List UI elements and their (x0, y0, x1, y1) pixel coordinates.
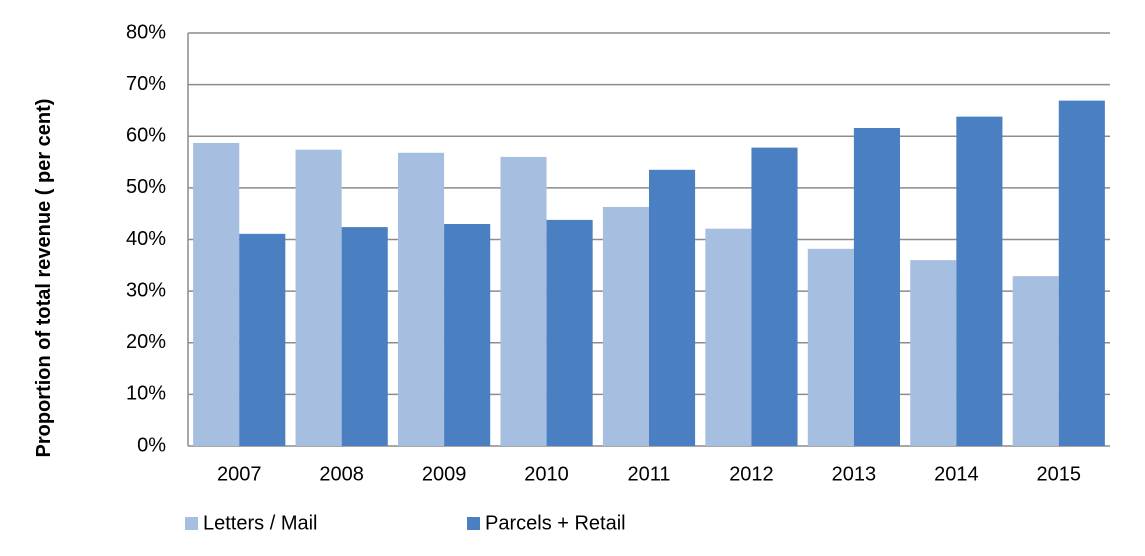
x-tick-label: 2015 (1037, 463, 1082, 485)
legend-label: Parcels + Retail (485, 512, 626, 534)
y-tick-label: 60% (126, 125, 166, 147)
x-tick-label: 2013 (832, 463, 877, 485)
bar (807, 248, 854, 446)
y-tick-label: 20% (126, 331, 166, 353)
y-tick-label: 80% (126, 21, 166, 43)
bar (910, 260, 957, 446)
bar (602, 206, 649, 446)
bar (1012, 276, 1059, 446)
bar (500, 156, 547, 446)
bar (341, 227, 388, 446)
bar (649, 169, 696, 446)
x-tick-label: 2014 (934, 463, 979, 485)
y-tick-label: 0% (137, 434, 166, 456)
x-tick-label: 2009 (422, 463, 467, 485)
bar (751, 147, 798, 447)
bar (193, 142, 240, 446)
bar (1058, 100, 1105, 446)
bar (239, 233, 286, 446)
y-tick-label: 40% (126, 228, 166, 250)
y-tick-label: 30% (126, 279, 166, 301)
bar (398, 152, 445, 446)
bar (546, 219, 593, 446)
bar (444, 224, 491, 446)
legend-swatch (467, 517, 480, 530)
x-tick-label: 2007 (217, 463, 262, 485)
bar (295, 149, 342, 447)
legend-swatch (185, 517, 198, 530)
bar (705, 228, 752, 446)
bar (956, 116, 1003, 446)
y-tick-label: 10% (126, 383, 166, 405)
y-axis-title: Proportion of total revenue ( per cent) (33, 98, 55, 458)
x-tick-label: 2012 (729, 463, 774, 485)
y-tick-label: 70% (126, 73, 166, 95)
x-tick-label: 2010 (524, 463, 569, 485)
bar (853, 127, 900, 447)
legend-label: Letters / Mail (203, 512, 317, 534)
x-tick-label: 2008 (319, 463, 364, 485)
x-tick-label: 2011 (627, 463, 670, 485)
y-tick-label: 50% (126, 176, 166, 198)
